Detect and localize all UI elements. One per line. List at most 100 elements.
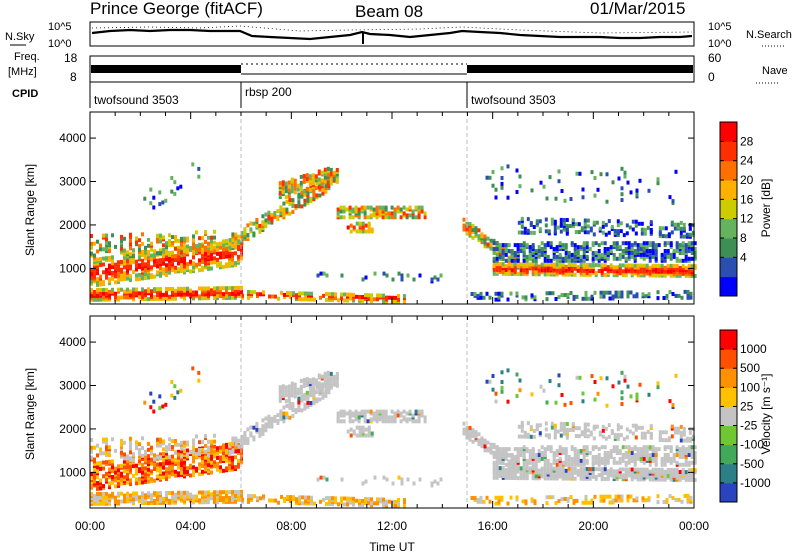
velocity-cell <box>589 430 593 435</box>
velocity-cell <box>204 465 207 470</box>
power-cell <box>645 249 649 253</box>
velocity-cell <box>192 459 195 464</box>
power-cell <box>654 243 658 248</box>
velocity-cell <box>660 456 664 461</box>
velocity-cell <box>649 431 653 436</box>
power-cell <box>177 286 180 291</box>
power-cell <box>321 191 325 196</box>
velocity-cell <box>213 464 216 469</box>
velocity-cell <box>494 501 498 506</box>
velocity-cell <box>281 384 285 389</box>
power-cell <box>598 226 602 231</box>
velocity-cell <box>504 462 508 467</box>
velocity-cell <box>120 477 123 482</box>
power-cell <box>689 291 693 296</box>
velocity-cell <box>189 492 192 497</box>
power-cell <box>569 291 573 295</box>
power-cell <box>192 242 195 247</box>
velocity-cell <box>423 415 427 420</box>
velocity-cell <box>378 415 382 420</box>
power-cell <box>648 271 652 276</box>
velocity-cell <box>537 453 541 457</box>
power-cell <box>114 280 117 285</box>
power-cell <box>174 235 177 239</box>
velocity-cell <box>636 451 640 455</box>
power-cell <box>402 205 406 210</box>
power-cell <box>535 219 539 224</box>
power-cell <box>105 241 108 246</box>
power-cell <box>305 173 309 178</box>
velocity-cell <box>102 495 105 500</box>
velocity-cell <box>546 476 550 481</box>
velocity-cell <box>234 493 237 498</box>
power-cell <box>385 273 389 278</box>
power-cell <box>612 241 616 246</box>
velocity-cell <box>228 466 231 470</box>
velocity-cell <box>197 378 201 383</box>
velocity-cell <box>516 476 520 481</box>
velocity-cell <box>684 447 688 452</box>
velocity-cell <box>304 495 307 500</box>
velocity-cell <box>372 417 376 422</box>
velocity-cell <box>219 449 222 454</box>
power-cell <box>314 174 318 179</box>
velocity-cell <box>180 490 183 495</box>
power-cell <box>308 174 312 179</box>
power-cell <box>587 296 591 301</box>
power-cell <box>590 170 594 175</box>
power-cell <box>141 266 144 271</box>
power-cell <box>153 263 156 267</box>
power-cell <box>555 262 559 267</box>
velocity-cell <box>129 468 132 473</box>
velocity-cell <box>615 469 619 474</box>
velocity-cell <box>468 431 472 436</box>
velocity-cell <box>159 462 162 467</box>
velocity-cell <box>150 469 153 474</box>
velocity-cell <box>582 476 586 481</box>
velocity-cell <box>320 382 324 387</box>
power-cell <box>210 256 213 261</box>
power-cell <box>348 205 352 210</box>
power-cell <box>364 275 368 280</box>
power-cell <box>387 215 391 220</box>
velocity-cell <box>603 451 607 455</box>
power-cell <box>207 241 210 246</box>
power-cell <box>500 291 504 296</box>
power-cell <box>639 243 643 248</box>
velocity-cell <box>492 445 496 450</box>
velocity-cell <box>573 470 577 475</box>
power-cell <box>559 217 563 222</box>
power-cell <box>408 205 412 210</box>
velocity-cell <box>602 498 606 503</box>
power-cell <box>534 258 538 263</box>
power-cell <box>358 294 361 299</box>
power-cell <box>532 230 536 235</box>
power-cell <box>99 288 102 292</box>
power-cell <box>687 268 691 272</box>
velocity-cell <box>342 409 346 414</box>
power-cell <box>471 235 475 240</box>
power-cell <box>222 286 225 291</box>
power-cell <box>693 251 697 255</box>
velocity-cell <box>369 409 373 414</box>
cpid-segment-3: twofsound 3503 <box>471 93 556 107</box>
velocity-cell <box>571 422 575 427</box>
velocity-cell <box>243 431 247 436</box>
power-cell <box>320 178 324 183</box>
power-cell <box>204 286 207 291</box>
power-cell <box>261 220 265 225</box>
velocity-cell <box>675 475 679 480</box>
power-cell <box>477 234 481 239</box>
power-cell <box>120 234 123 239</box>
velocity-cell <box>513 466 517 471</box>
power-cell <box>143 196 147 201</box>
power-cell <box>619 229 623 234</box>
velocity-cell <box>507 453 511 457</box>
power-cell <box>679 226 683 231</box>
velocity-cell <box>582 445 586 450</box>
power-cell <box>153 249 156 254</box>
velocity-cell <box>549 449 553 454</box>
velocity-cbar-tick-7: -1000 <box>740 476 771 490</box>
